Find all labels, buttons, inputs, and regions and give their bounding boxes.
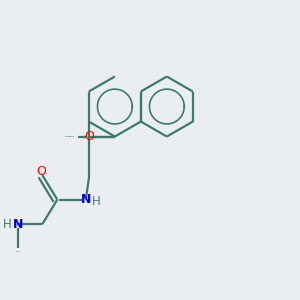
Text: methyl: methyl <box>16 250 21 252</box>
Text: methoxy: methoxy <box>69 136 75 137</box>
Text: methoxy: methoxy <box>68 136 74 137</box>
Text: N: N <box>81 193 91 206</box>
Text: O: O <box>37 165 46 178</box>
Text: H: H <box>3 218 12 231</box>
Text: N: N <box>13 218 23 231</box>
Text: H: H <box>92 195 101 208</box>
Text: O: O <box>84 130 94 143</box>
Text: methoxy: methoxy <box>65 136 71 137</box>
